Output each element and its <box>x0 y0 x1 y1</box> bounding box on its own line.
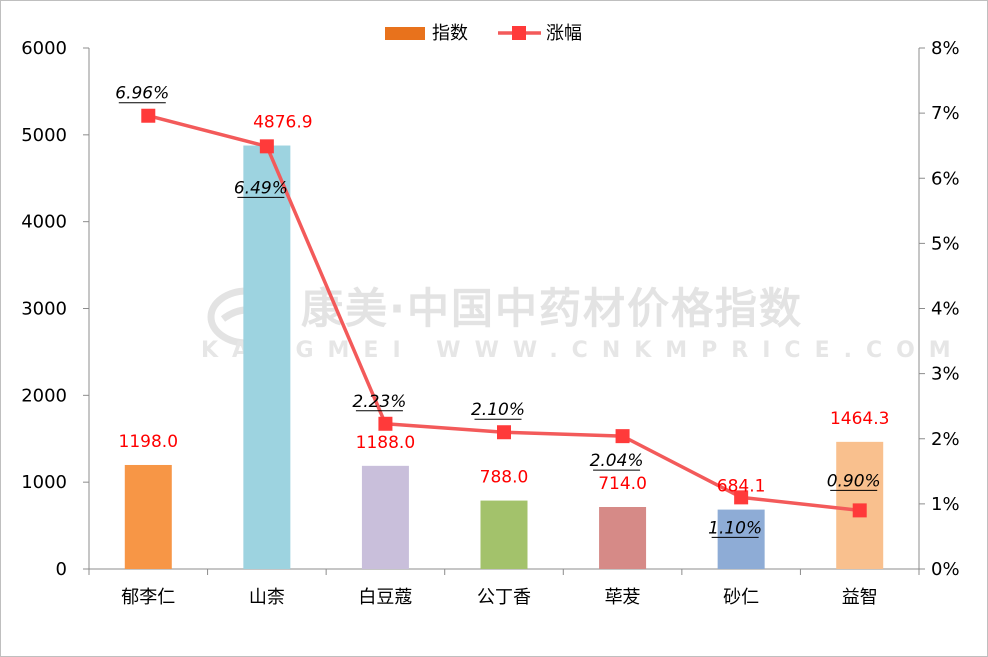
line-marker <box>141 108 156 123</box>
percent-value-label: 0.90% <box>827 471 881 491</box>
percent-value-label: 6.49% <box>234 178 288 198</box>
left-tick-label: 3000 <box>21 299 67 320</box>
line-series <box>141 108 867 518</box>
left-tick-label: 6000 <box>21 38 67 59</box>
axes: 0 1000 2000 3000 4000 5000 6000 0% 1% 2% 3% 4% 5% 6% 7… <box>21 38 959 608</box>
legend-bar-label: 指数 <box>432 23 468 44</box>
bar-value-label: 1464.3 <box>830 409 889 429</box>
bar <box>124 464 172 569</box>
bar <box>717 509 765 569</box>
watermark: 康美·中国中药材价格指数 KANGMEI WWW.CNKMPRICE.COM <box>201 284 965 363</box>
left-tick-label: 0 <box>56 559 67 580</box>
right-tick-label: 8% <box>931 38 960 59</box>
bar-value-label: 684.1 <box>717 477 766 497</box>
bar <box>243 145 291 569</box>
percent-value-label: 2.23% <box>352 392 406 412</box>
category-label: 山柰 <box>249 587 285 608</box>
left-tick-label: 1000 <box>21 472 67 493</box>
category-label: 白豆蔻 <box>358 587 412 608</box>
bar <box>361 465 409 569</box>
percent-value-label: 6.96% <box>115 84 169 104</box>
category-label: 砂仁 <box>723 587 759 608</box>
right-tick-label: 3% <box>931 364 960 385</box>
bar-value-label: 1198.0 <box>119 432 178 452</box>
line-marker <box>259 139 274 154</box>
legend-line-marker <box>512 26 526 40</box>
percent-value-label: 2.10% <box>471 400 525 420</box>
right-tick-label: 0% <box>931 559 960 580</box>
line-marker <box>734 490 749 505</box>
right-tick-label: 4% <box>931 299 960 320</box>
bar-value-label: 4876.9 <box>253 113 312 133</box>
data-labels: 1198.0 4876.9 1188.0 788.0 714.0 684.1 1464.3 6… <box>115 84 889 539</box>
percent-value-label: 2.04% <box>590 451 644 471</box>
legend-line-label: 涨幅 <box>546 23 582 44</box>
line-marker <box>615 429 630 444</box>
watermark-url: KANGMEI WWW.CNKMPRICE.COM <box>201 338 965 363</box>
left-tick-label: 2000 <box>21 385 67 406</box>
line-marker <box>497 425 511 440</box>
bar <box>599 507 647 569</box>
left-tick-label: 5000 <box>21 125 67 146</box>
legend: 指数 涨幅 <box>385 23 582 44</box>
right-tick-label: 7% <box>931 103 960 124</box>
bar <box>480 500 528 569</box>
category-label: 郁李仁 <box>121 587 175 608</box>
right-tick-label: 6% <box>931 168 960 189</box>
left-tick-label: 4000 <box>21 212 67 233</box>
watermark-title: 康美·中国中药材价格指数 <box>301 284 803 333</box>
right-tick-label: 1% <box>931 494 960 515</box>
bar-value-label: 1188.0 <box>356 433 415 453</box>
category-label: 益智 <box>842 587 878 608</box>
right-tick-label: 5% <box>931 233 960 254</box>
category-label: 公丁香 <box>477 587 531 608</box>
bar-value-label: 714.0 <box>598 474 647 494</box>
bar-series <box>124 145 884 569</box>
bar-value-label: 788.0 <box>480 468 529 488</box>
line-marker <box>852 503 867 518</box>
category-label: 荜茇 <box>605 587 641 608</box>
line-marker <box>378 416 393 431</box>
percent-value-label: 1.10% <box>708 518 762 538</box>
right-tick-label: 2% <box>931 429 960 450</box>
legend-bar-swatch <box>385 27 425 40</box>
